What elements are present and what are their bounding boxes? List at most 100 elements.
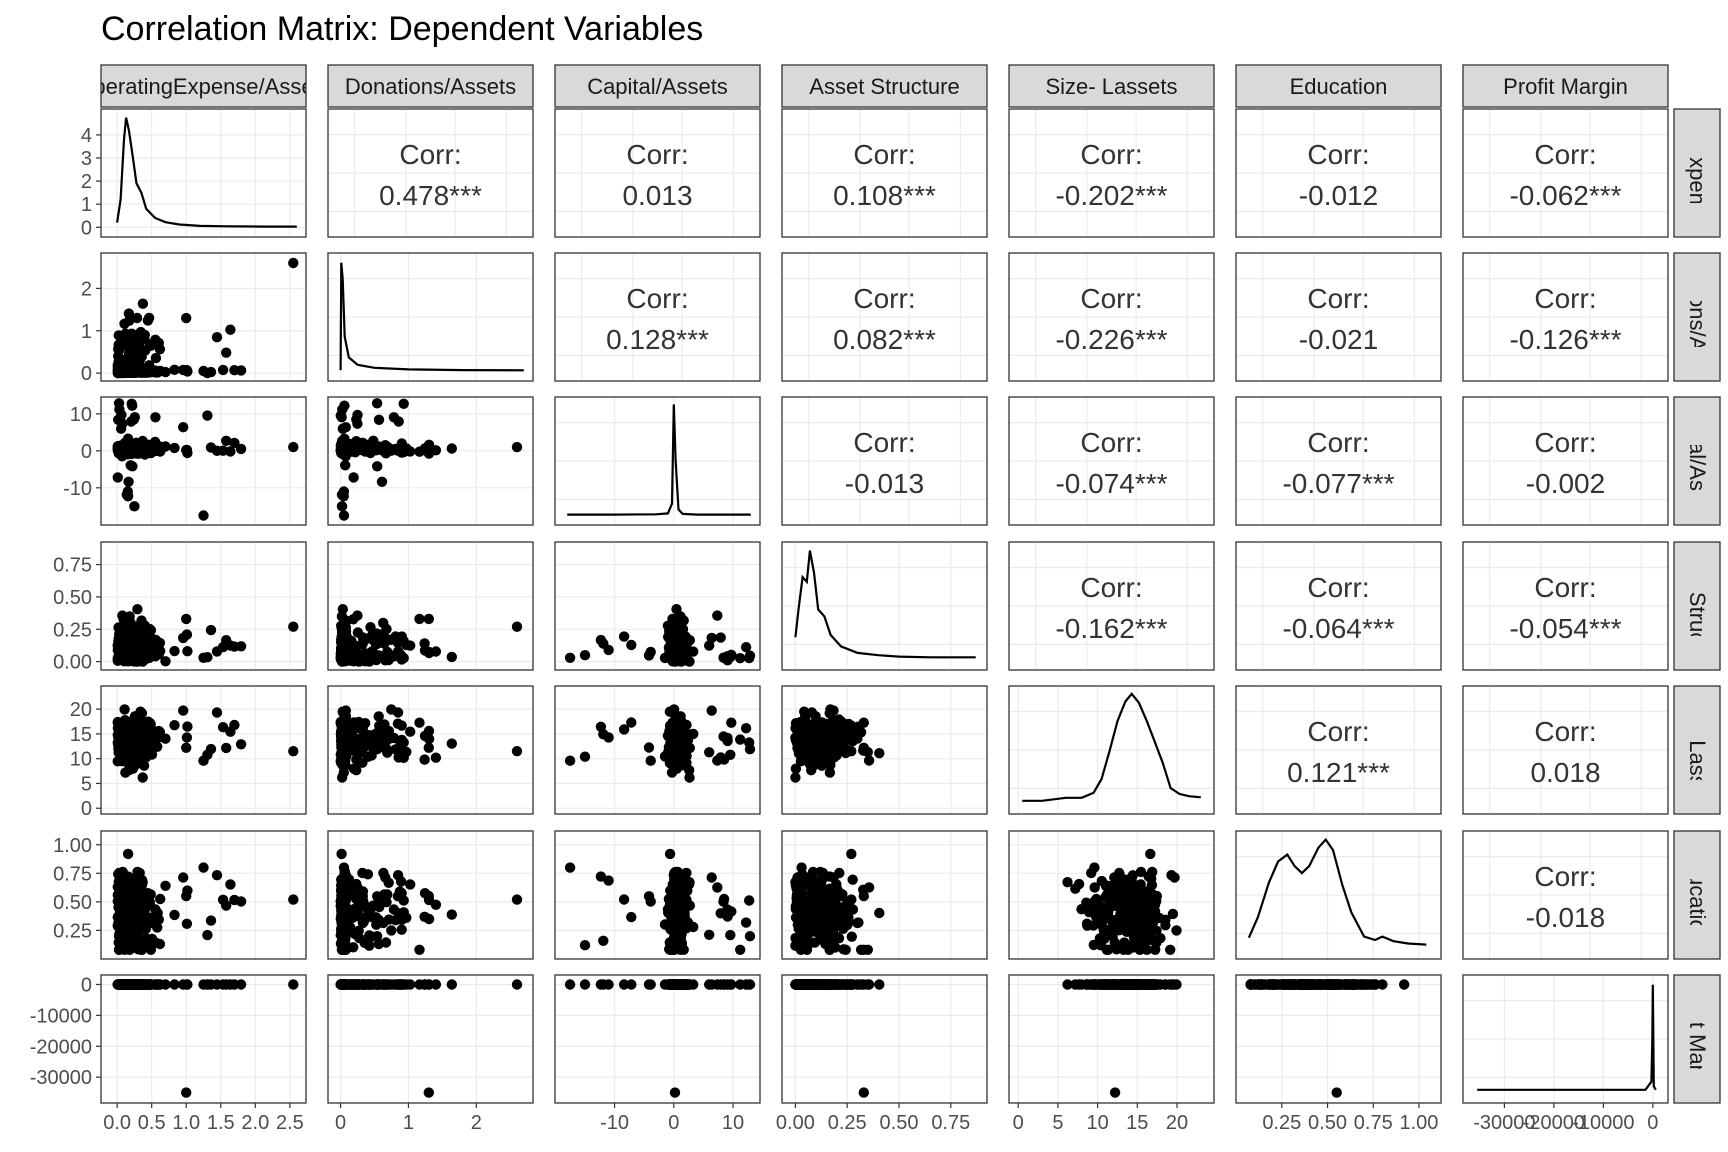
panel-border xyxy=(1235,541,1442,671)
panel-2-2 xyxy=(554,396,761,526)
scatter-point xyxy=(136,615,147,626)
scatter-point xyxy=(198,652,209,663)
scatter-point xyxy=(511,441,523,453)
panel-border xyxy=(554,396,761,526)
scatter-point xyxy=(120,767,131,778)
scatter-point xyxy=(340,929,351,941)
scatter-point xyxy=(169,442,180,454)
scatter-point xyxy=(113,876,125,887)
scatter-point xyxy=(645,646,656,658)
scatter-point xyxy=(386,925,397,936)
panel-1-2: Corr:0.128*** xyxy=(554,252,761,382)
panel-0-2: Corr:0.013 xyxy=(554,108,761,238)
corr-label: Corr: xyxy=(853,139,915,170)
scatter-point xyxy=(423,725,435,737)
panel-5-0 xyxy=(100,830,307,960)
scatter-point xyxy=(113,398,125,409)
scatter-point xyxy=(348,745,359,756)
scatter-point xyxy=(1115,908,1126,920)
scatter-point xyxy=(181,365,193,376)
scatter-point xyxy=(396,914,407,925)
scatter-point xyxy=(371,398,383,409)
corr-label: Corr: xyxy=(399,139,461,170)
scatter-point xyxy=(132,604,143,615)
scatter-point xyxy=(664,725,675,737)
scatter-point xyxy=(354,444,365,456)
scatter-point xyxy=(337,920,348,931)
scatter-point xyxy=(388,412,400,423)
scatter-point xyxy=(181,742,192,753)
scatter-point xyxy=(155,893,166,905)
scatter-point xyxy=(790,763,802,774)
corr-label: Corr: xyxy=(1080,139,1142,170)
scatter-point xyxy=(846,848,857,860)
panel-border xyxy=(327,541,534,671)
scatter-point xyxy=(229,894,240,906)
scatter-point xyxy=(169,645,180,657)
scatter-point xyxy=(858,890,869,902)
panel-border xyxy=(781,396,988,526)
scatter-point xyxy=(198,755,209,766)
scatter-point xyxy=(336,489,348,500)
scatter-point xyxy=(1091,894,1102,905)
scatter-point xyxy=(129,650,140,661)
panel-border xyxy=(554,252,761,382)
scatter-point xyxy=(351,414,362,425)
scatter-point xyxy=(790,902,802,913)
scatter-point xyxy=(395,740,407,751)
panel-border xyxy=(781,541,988,671)
corr-value: -0.021 xyxy=(1299,324,1378,355)
corr-value: 0.478*** xyxy=(379,180,482,211)
scatter-point xyxy=(115,929,126,941)
scatter-point xyxy=(181,732,193,743)
scatter-point xyxy=(123,476,134,487)
scatter-point xyxy=(1109,890,1121,902)
scatter-point xyxy=(394,886,406,897)
density-curve xyxy=(794,550,976,659)
scatter-points xyxy=(564,604,756,667)
corr-value: -0.018 xyxy=(1526,902,1605,933)
scatter-point xyxy=(229,437,240,449)
panel-border xyxy=(1235,252,1442,382)
scatter-point xyxy=(198,862,209,873)
scatter-point xyxy=(405,726,416,737)
panel-5-4 xyxy=(1008,830,1215,960)
scatter-point xyxy=(124,716,135,728)
scatter-point xyxy=(840,944,851,955)
panel-1-6: Corr:-0.126*** xyxy=(1462,252,1669,382)
corr-value: 0.121*** xyxy=(1287,757,1390,788)
panel-5-5 xyxy=(1235,830,1442,960)
scatter-point xyxy=(836,716,847,727)
scatter-point xyxy=(678,727,689,738)
scatter-point xyxy=(131,725,143,737)
corr-label: Corr: xyxy=(1307,283,1369,314)
scatter-point xyxy=(1146,873,1157,884)
panel-border xyxy=(1235,685,1442,815)
scatter-point xyxy=(119,336,130,347)
scatter-point xyxy=(182,721,193,732)
scatter-point xyxy=(386,445,397,456)
scatter-point xyxy=(824,730,835,742)
scatter-point xyxy=(718,754,730,765)
scatter-point xyxy=(395,876,407,887)
scatter-point xyxy=(643,742,655,753)
scatter-point xyxy=(396,720,407,731)
scatter-point xyxy=(664,848,676,860)
panel-border xyxy=(1235,108,1442,238)
scatter-point xyxy=(115,637,126,648)
scatter-point xyxy=(181,1087,192,1098)
scatter-point xyxy=(825,894,836,905)
scatter-point xyxy=(618,894,630,905)
scatter-point xyxy=(381,734,392,745)
scatter-points xyxy=(790,704,885,783)
panel-background xyxy=(555,686,760,814)
scatter-point xyxy=(668,704,680,715)
scatter-point xyxy=(378,917,389,929)
panel-2-4: Corr:-0.074*** xyxy=(1008,396,1215,526)
panel-0-5: Corr:-0.012 xyxy=(1235,108,1442,238)
scatter-point xyxy=(874,748,885,759)
corr-value: 0.013 xyxy=(622,180,692,211)
scatter-point xyxy=(129,751,140,762)
scatter-point xyxy=(668,944,679,955)
scatter-point xyxy=(806,739,817,750)
